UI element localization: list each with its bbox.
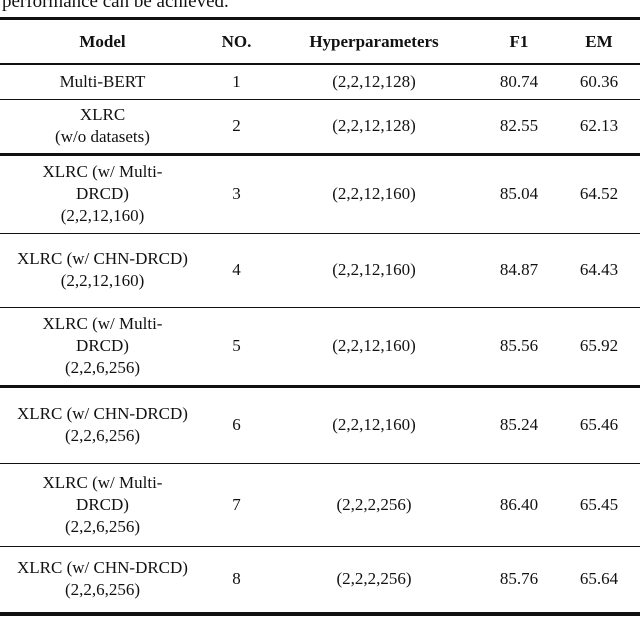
model-line: (2,2,6,256) — [64, 580, 141, 600]
caption-tail: performance can be achieved. — [2, 0, 229, 12]
model-line: (2,2,6,256) — [64, 426, 141, 445]
table-cell: 65.64 — [579, 569, 619, 589]
table-cell: 6 — [232, 415, 241, 434]
table-cell: (2,2,2,256) — [336, 494, 412, 514]
table-row: XLRC (w/ Multi- DRCD) (2,2,12,160) 3 (2,2,12… — [0, 154, 640, 233]
model-cell: XLRC (w/o datasets) — [0, 99, 205, 154]
model-cell: XLRC (w/ Multi- DRCD) (2,2,6,256) — [0, 463, 205, 546]
table-cell: (2,2,2,256) — [336, 569, 412, 589]
table-cell: (2,2,12,160) — [332, 184, 416, 203]
model-line: (w/o datasets) — [55, 127, 150, 146]
model-line: (2,2,12,160) — [60, 206, 145, 225]
header-cell: EM — [585, 31, 613, 51]
header-cell: F1 — [509, 31, 529, 51]
header-row: Model NO. Hyperparameters F1 EM — [0, 18, 640, 64]
table-cell: 64.43 — [579, 260, 619, 279]
model-line: DRCD) — [76, 494, 129, 514]
table-cell: 8 — [232, 569, 241, 589]
model-line: DRCD) — [76, 184, 129, 203]
model-line: XLRC (w/ Multi- — [42, 472, 163, 492]
table-row: XLRC (w/ CHN-DRCD) (2,2,6,256) 6 (2,2,12,16… — [0, 386, 640, 463]
table-cell: (2,2,12,160) — [332, 415, 416, 434]
table-cell: 3 — [232, 184, 241, 203]
header-cell: Hyperparameters — [309, 31, 439, 51]
table-cell: 60.36 — [579, 71, 619, 91]
table-cell: 85.24 — [499, 415, 539, 434]
model-cell: XLRC (w/ CHN-DRCD) (2,2,6,256) — [0, 546, 205, 614]
header-cell: NO. — [221, 31, 252, 51]
model-line: XLRC (w/ CHN-DRCD) — [17, 558, 188, 578]
table-row: Multi-BERT 1 (2,2,12,128) 80.74 60.36 — [0, 64, 640, 99]
table-cell: (2,2,12,128) — [332, 71, 416, 91]
table-cell: (2,2,12,128) — [332, 116, 416, 135]
model-line: XLRC (w/ Multi- — [42, 314, 163, 333]
table-cell: 2 — [232, 116, 241, 135]
model-line: Multi-BERT — [59, 71, 146, 91]
model-line: (2,2,6,256) — [64, 516, 141, 536]
table-row: XLRC (w/ Multi- DRCD) (2,2,6,256) 7 (2,2,2,2… — [0, 463, 640, 546]
table-cell: 85.76 — [499, 569, 539, 589]
model-line: XLRC (w/ CHN-DRCD) — [17, 249, 188, 268]
table-cell: 65.46 — [579, 415, 619, 434]
table-cell: (2,2,12,160) — [332, 260, 416, 279]
model-cell: XLRC (w/ CHN-DRCD) (2,2,12,160) — [0, 233, 205, 307]
model-line: XLRC (w/ CHN-DRCD) — [17, 404, 188, 423]
results-table: Model NO. Hyperparameters F1 EM Multi-BE… — [0, 17, 640, 616]
table-cell: 62.13 — [579, 116, 619, 135]
table-row: XLRC (w/o datasets) 2 (2,2,12,128) 82.55 62.1… — [0, 99, 640, 154]
model-line: XLRC — [79, 105, 126, 124]
model-line: XLRC (w/ Multi- — [42, 162, 163, 181]
table-row: XLRC (w/ CHN-DRCD) (2,2,12,160) 4 (2,2,12,1… — [0, 233, 640, 307]
table-row: XLRC (w/ CHN-DRCD) (2,2,6,256) 8 (2,2,2,256… — [0, 546, 640, 614]
model-cell: XLRC (w/ Multi- DRCD) (2,2,12,160) — [0, 154, 205, 233]
table-cell: 80.74 — [499, 71, 539, 91]
header-cell: Model — [79, 31, 126, 51]
table-cell: (2,2,12,160) — [332, 336, 416, 355]
table-cell: 86.40 — [499, 494, 539, 514]
table-cell: 65.45 — [579, 494, 619, 514]
table-cell: 84.87 — [499, 260, 539, 279]
table-cell: 85.04 — [499, 184, 539, 203]
model-cell: XLRC (w/ Multi- DRCD) (2,2,6,256) — [0, 307, 205, 386]
model-line: (2,2,6,256) — [64, 358, 141, 377]
model-line: (2,2,12,160) — [60, 271, 145, 290]
model-cell: Multi-BERT — [0, 64, 205, 99]
table-cell: 64.52 — [579, 184, 619, 203]
table-cell: 7 — [232, 494, 241, 514]
table-cell: 1 — [232, 71, 241, 91]
table-cell: 82.55 — [499, 116, 539, 135]
table-cell: 4 — [232, 260, 241, 279]
table-cell: 85.56 — [499, 336, 539, 355]
table-row: XLRC (w/ Multi- DRCD) (2,2,6,256) 5 (2,2,12,… — [0, 307, 640, 386]
table-cell: 65.92 — [579, 336, 619, 355]
model-cell: XLRC (w/ CHN-DRCD) (2,2,6,256) — [0, 386, 205, 463]
table-cell: 5 — [232, 336, 241, 355]
model-line: DRCD) — [76, 336, 129, 355]
